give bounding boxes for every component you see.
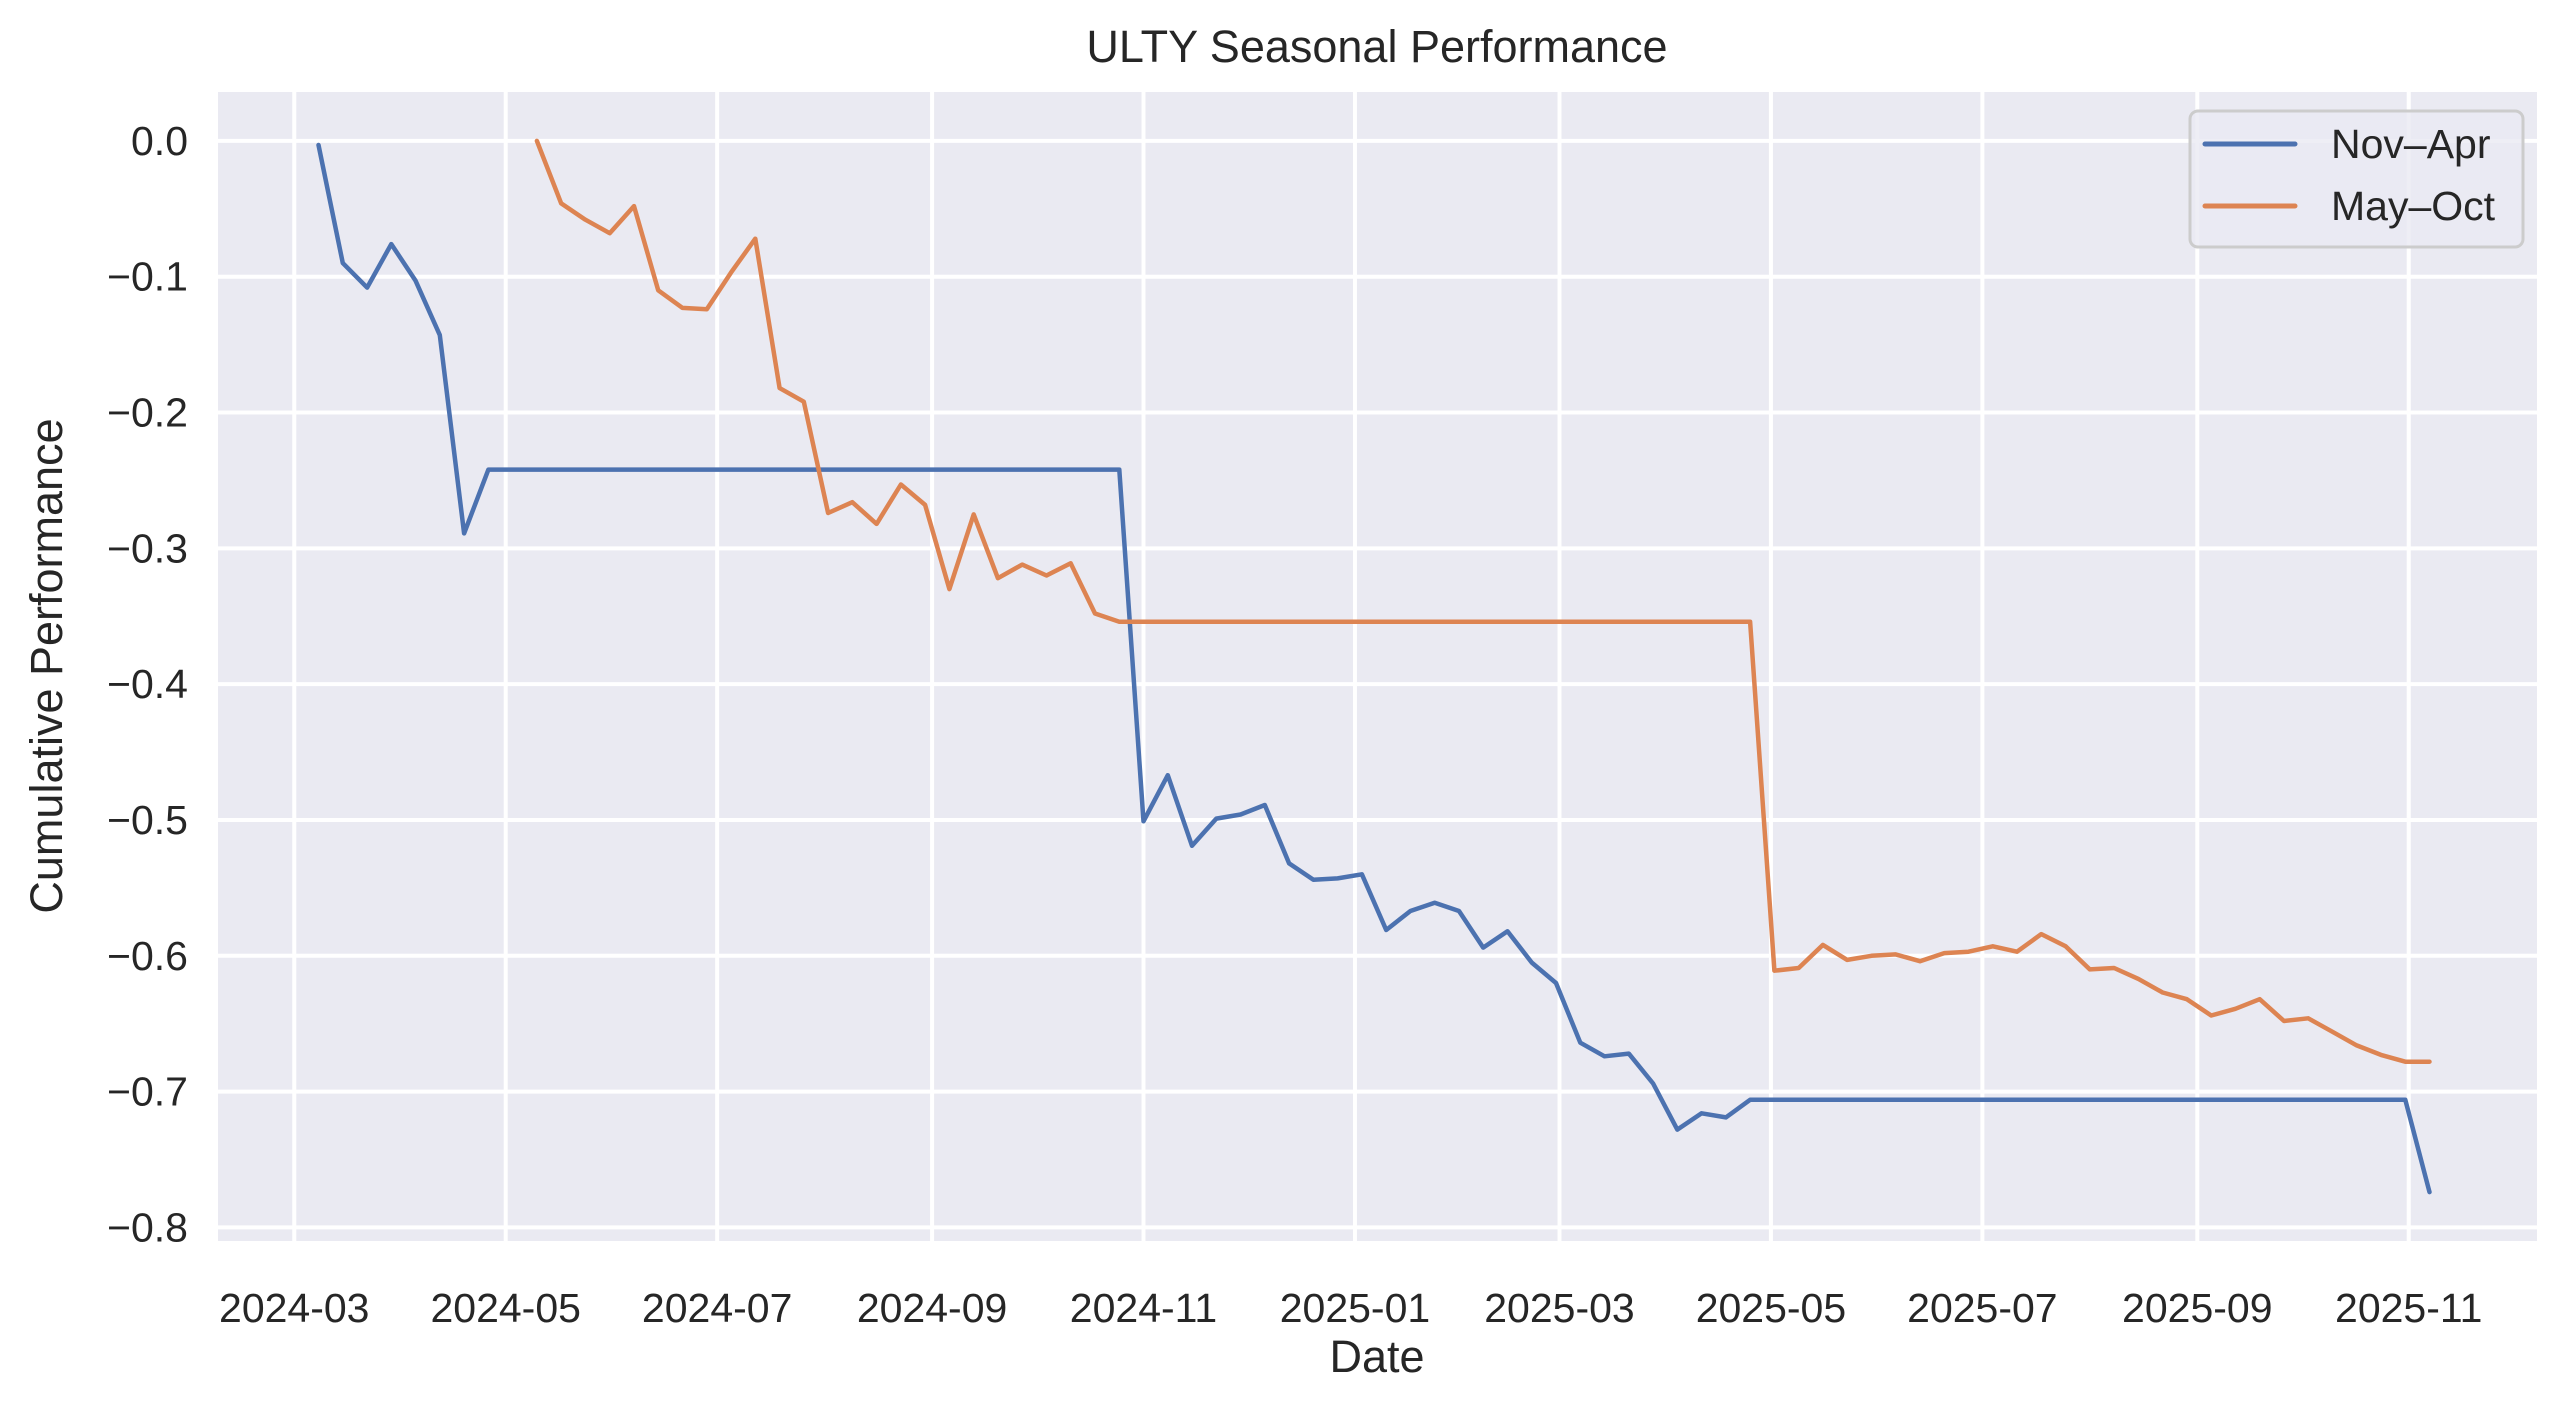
chart-title: ULTY Seasonal Performance: [1086, 21, 1667, 72]
y-tick-label: −0.8: [107, 1204, 188, 1250]
y-tick-label: −0.7: [107, 1069, 188, 1115]
x-tick-labels: 2024-03 2024-05 2024-07 2024-09 2024-11 2025-…: [219, 1285, 2482, 1331]
y-tick-label: −0.3: [107, 525, 188, 571]
x-tick-label: 2024-09: [857, 1285, 1007, 1331]
x-tick-label: 2025-01: [1280, 1285, 1430, 1331]
y-tick-label: −0.6: [107, 933, 188, 979]
x-tick-label: 2024-05: [430, 1285, 580, 1331]
gridlines: [218, 92, 2537, 1241]
series-line-may-oct: [534, 138, 2432, 1064]
x-tick-label: 2025-05: [1696, 1285, 1846, 1331]
y-tick-labels: 0.0 −0.1 −0.2 −0.3 −0.4 −0.5 −0.6 −0.7 −0.8: [107, 118, 188, 1251]
y-tick-label: −0.5: [107, 797, 188, 843]
x-axis-label: Date: [1329, 1331, 1424, 1382]
x-tick-label: 2024-11: [1070, 1285, 1217, 1331]
x-tick-label: 2024-03: [219, 1285, 369, 1331]
x-tick-label: 2024-07: [642, 1285, 792, 1331]
y-tick-label: −0.2: [107, 390, 188, 436]
legend-label-nov-apr: Nov–Apr: [2331, 121, 2491, 167]
plot-background: [218, 92, 2537, 1241]
legend: Nov–Apr May–Oct: [2188, 109, 2525, 249]
x-tick-label: 2025-03: [1484, 1285, 1634, 1331]
y-tick-label: 0.0: [131, 118, 188, 164]
legend-label-may-oct: May–Oct: [2331, 183, 2496, 229]
x-tick-label: 2025-09: [2122, 1285, 2272, 1331]
y-tick-label: −0.1: [107, 254, 188, 300]
x-tick-label: 2025-07: [1907, 1285, 2057, 1331]
series-lines: [316, 138, 2432, 1195]
x-tick-label: 2025-11: [2335, 1285, 2482, 1331]
y-axis-label: Cumulative Performance: [21, 418, 72, 913]
series-line-nov-apr: [316, 142, 2432, 1195]
y-tick-label: −0.4: [107, 661, 188, 707]
